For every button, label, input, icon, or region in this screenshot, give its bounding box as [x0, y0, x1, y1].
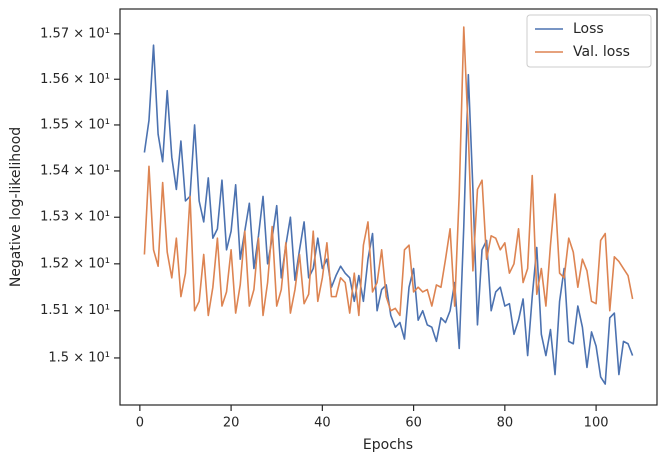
y-tick-label: 1.51 × 10¹	[40, 303, 110, 318]
legend-label: Loss	[573, 21, 604, 37]
x-tick-label: 80	[497, 416, 514, 431]
y-tick-label: 1.53 × 10¹	[40, 210, 110, 225]
y-tick-label: 1.56 × 10¹	[40, 72, 110, 87]
y-axis-label: Negative log-likelihood	[8, 127, 24, 287]
x-tick-label: 40	[314, 416, 331, 431]
line	[143, 44, 634, 385]
legend-box	[526, 14, 652, 68]
y-tick-label: 1.54 × 10¹	[40, 163, 110, 178]
x-tick-label: 100	[584, 416, 609, 431]
x-tick-label: 20	[223, 416, 240, 431]
x-tick-label: 0	[136, 416, 144, 431]
plot-frame	[119, 8, 658, 406]
legend-label: Val. loss	[573, 44, 630, 60]
y-tick-label: 1.52 × 10¹	[40, 256, 110, 271]
line	[143, 26, 634, 317]
x-tick-label: 60	[405, 416, 422, 431]
y-tick-label: 1.5 × 10¹	[48, 350, 110, 365]
y-tick-label: 1.57 × 10¹	[40, 26, 110, 41]
x-axis-label: Epochs	[363, 437, 413, 453]
y-tick-label: 1.55 × 10¹	[40, 117, 110, 132]
